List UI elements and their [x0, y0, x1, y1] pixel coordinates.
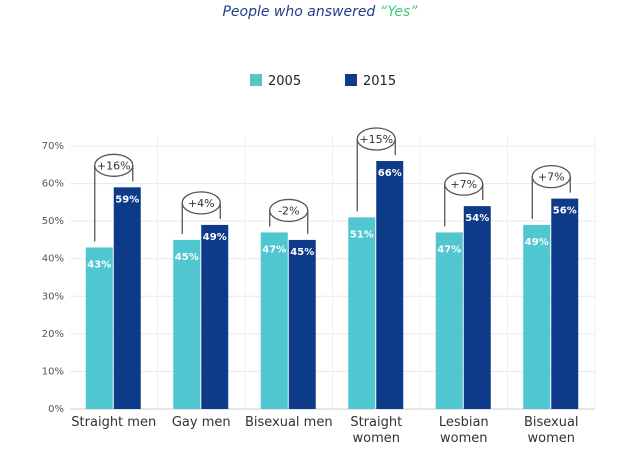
data-label-2015: 54% [465, 213, 489, 224]
bar-2005 [260, 232, 288, 409]
x-category-label: women [440, 431, 488, 446]
data-label-2015: 66% [378, 168, 402, 179]
x-category-label: Bisexual [524, 415, 579, 430]
y-tick-label: 40% [42, 254, 64, 265]
data-label-2015: 45% [290, 247, 314, 258]
bar-2005 [85, 247, 113, 409]
change-bubble [181, 191, 221, 215]
change-label: +4% [188, 197, 215, 210]
title-text: People who answered [222, 4, 376, 20]
bar-2015 [288, 239, 316, 409]
bar-2005 [435, 232, 463, 409]
bar-2005 [173, 239, 201, 409]
data-label-2005: 45% [175, 252, 199, 263]
change-label: +7% [538, 171, 565, 184]
data-label-2005: 51% [350, 229, 374, 240]
data-label-2015: 56% [553, 206, 577, 217]
x-category-label: Straight men [71, 415, 156, 430]
bar-2005 [523, 224, 551, 409]
bar-2015 [201, 224, 229, 409]
legend-swatch-2015 [345, 74, 357, 86]
data-label-2005: 47% [437, 244, 461, 255]
y-tick-label: 30% [42, 291, 64, 302]
y-tick-label: 10% [42, 366, 64, 377]
change-bubble [94, 153, 134, 177]
x-category-label: Straight [350, 415, 402, 430]
legend-label-2005: 2005 [268, 74, 301, 89]
change-label: +16% [97, 159, 131, 172]
change-label: -2% [278, 204, 299, 217]
x-category-label: Gay men [172, 415, 231, 430]
x-category-label: women [353, 431, 401, 446]
bar-2015 [551, 198, 579, 409]
title-highlight: “Yes” [379, 4, 418, 20]
y-tick-label: 70% [42, 141, 64, 152]
data-label-2015: 49% [203, 232, 227, 243]
x-category-label: Bisexual men [245, 415, 333, 430]
y-tick-label: 60% [42, 179, 64, 190]
legend-label-2015: 2015 [363, 74, 396, 89]
change-bubble [269, 198, 309, 223]
change-label: +15% [359, 133, 393, 146]
bar-2015 [376, 161, 404, 409]
data-label-2015: 59% [115, 194, 139, 205]
y-tick-label: 50% [42, 216, 64, 227]
change-label: +7% [450, 178, 477, 191]
x-category-label: women [528, 431, 576, 446]
change-bubble [356, 127, 396, 151]
x-category-label: Lesbian [439, 415, 489, 430]
bar-2005 [348, 217, 376, 409]
data-label-2005: 47% [262, 244, 286, 255]
legend-swatch-2005 [250, 74, 262, 86]
data-label-2005: 49% [525, 237, 549, 248]
bar-2015 [463, 206, 491, 409]
chart-title: People who answered “Yes” [0, 4, 640, 20]
y-tick-label: 0% [48, 404, 64, 415]
change-bubble [531, 164, 571, 189]
y-tick-label: 20% [42, 329, 64, 340]
change-bubble [444, 172, 484, 196]
data-label-2005: 43% [87, 259, 111, 270]
bar-2015 [113, 187, 141, 409]
